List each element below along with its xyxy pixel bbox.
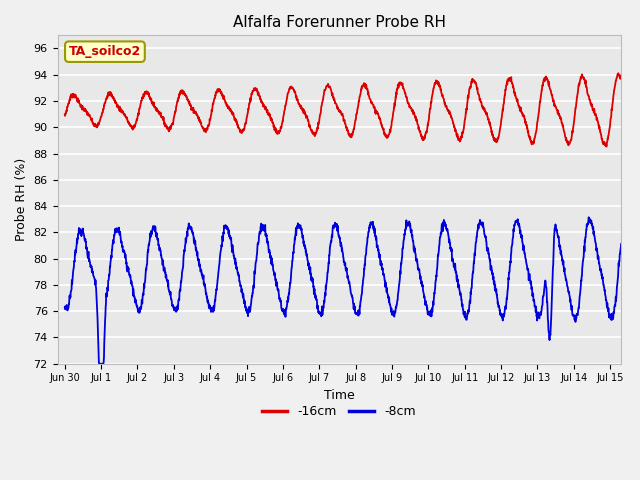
Title: Alfalfa Forerunner Probe RH: Alfalfa Forerunner Probe RH	[233, 15, 445, 30]
-16cm	[335, 107, 342, 112]
-8cm	[505, 276, 513, 282]
-16cm	[603, 144, 611, 149]
-16cm	[608, 108, 616, 113]
Text: TA_soilco2: TA_soilco2	[68, 45, 141, 58]
Line: -8cm: -8cm	[65, 215, 628, 364]
-8cm	[335, 232, 343, 238]
-8cm	[61, 304, 68, 310]
-16cm	[504, 76, 512, 82]
-16cm	[614, 71, 622, 76]
-16cm	[608, 105, 616, 111]
Y-axis label: Probe RH (%): Probe RH (%)	[15, 158, 28, 241]
-8cm	[320, 298, 328, 304]
-8cm	[622, 212, 630, 217]
Line: -16cm: -16cm	[65, 73, 628, 146]
-8cm	[608, 313, 616, 319]
-8cm	[95, 361, 103, 367]
-16cm	[61, 112, 68, 118]
-8cm	[625, 218, 632, 224]
-8cm	[90, 273, 97, 279]
-8cm	[608, 317, 616, 323]
-16cm	[625, 104, 632, 109]
-16cm	[90, 120, 97, 126]
Legend: -16cm, -8cm: -16cm, -8cm	[257, 400, 421, 423]
X-axis label: Time: Time	[324, 389, 355, 402]
-16cm	[320, 92, 328, 98]
